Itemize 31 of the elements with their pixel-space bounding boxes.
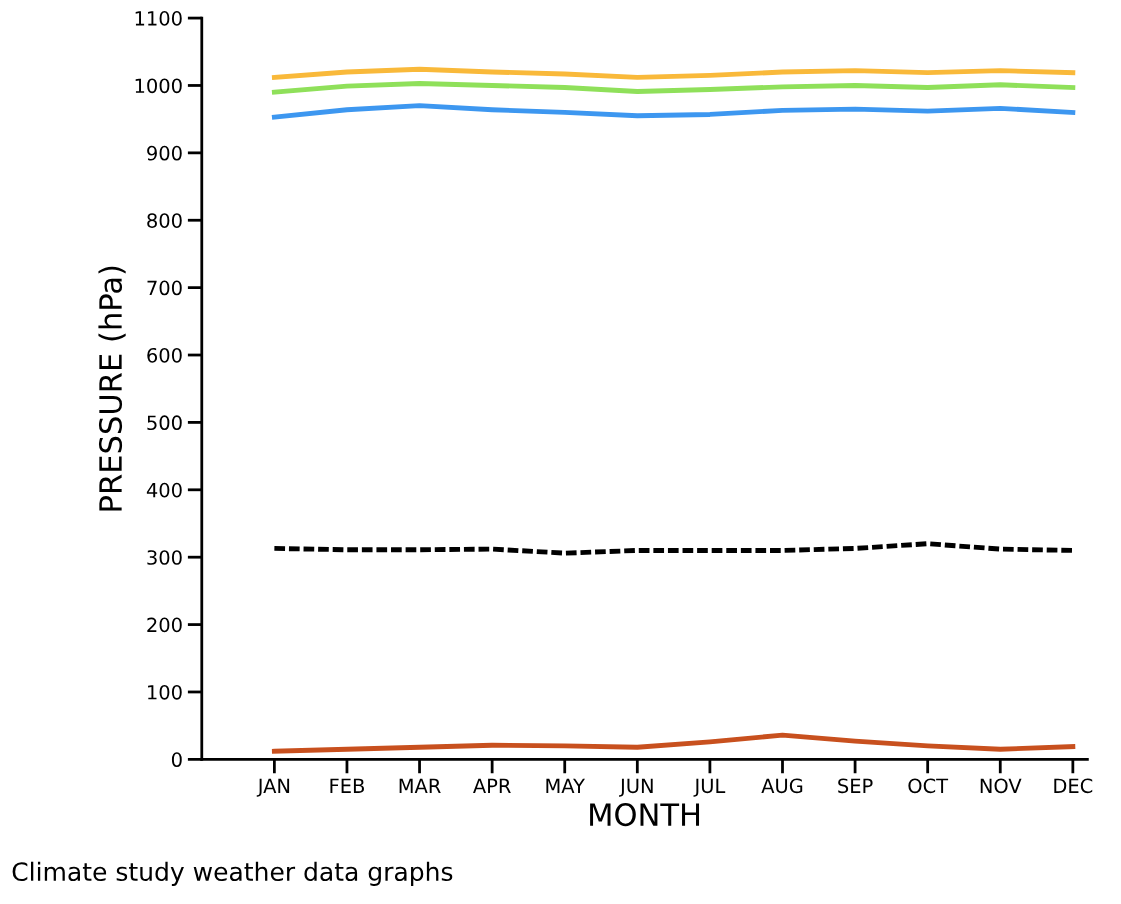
y-tick-label: 1000 bbox=[135, 78, 182, 94]
y-tick-label: 200 bbox=[147, 617, 182, 633]
y-tick-label: 500 bbox=[147, 415, 182, 431]
x-axis-title: MONTH bbox=[590, 803, 700, 827]
x-tick-label: JAN bbox=[256, 778, 290, 797]
y-tick-label: 1100 bbox=[135, 11, 182, 26]
x-tick-label: MAY bbox=[546, 778, 585, 793]
x-tick-label: NOV bbox=[980, 778, 1022, 794]
x-tick-label: JUN bbox=[619, 778, 653, 797]
line-series bbox=[271, 732, 1076, 754]
y-tick-label: 800 bbox=[147, 213, 182, 228]
y-tick-label: 600 bbox=[147, 347, 182, 363]
text: Climate study weather data graphs bbox=[12, 861, 453, 886]
y-tick-label: 900 bbox=[147, 145, 182, 161]
y-tick-label: 0 bbox=[171, 752, 182, 768]
line-series bbox=[271, 66, 1076, 80]
x-tick-label: APR bbox=[473, 778, 511, 793]
x-tick-label: JUL bbox=[693, 778, 726, 797]
x-tick-label: DEC bbox=[1054, 778, 1093, 794]
x-tick-label: FEB bbox=[330, 778, 364, 793]
y-tick-label: 300 bbox=[147, 550, 182, 565]
y-axis-title: PRESSURE (hPa) bbox=[98, 266, 126, 511]
x-tick-label: MAR bbox=[399, 778, 441, 793]
line-series bbox=[271, 103, 1076, 120]
x-tick-label: SEP bbox=[838, 778, 873, 794]
x-tick-label: AUG bbox=[761, 778, 803, 794]
y-tick-label: 100 bbox=[148, 684, 182, 700]
line-series bbox=[271, 81, 1076, 95]
y-tick-label: 700 bbox=[147, 280, 182, 296]
y-tick-label: 400 bbox=[146, 482, 182, 498]
x-tick-label: OCT bbox=[908, 778, 949, 794]
